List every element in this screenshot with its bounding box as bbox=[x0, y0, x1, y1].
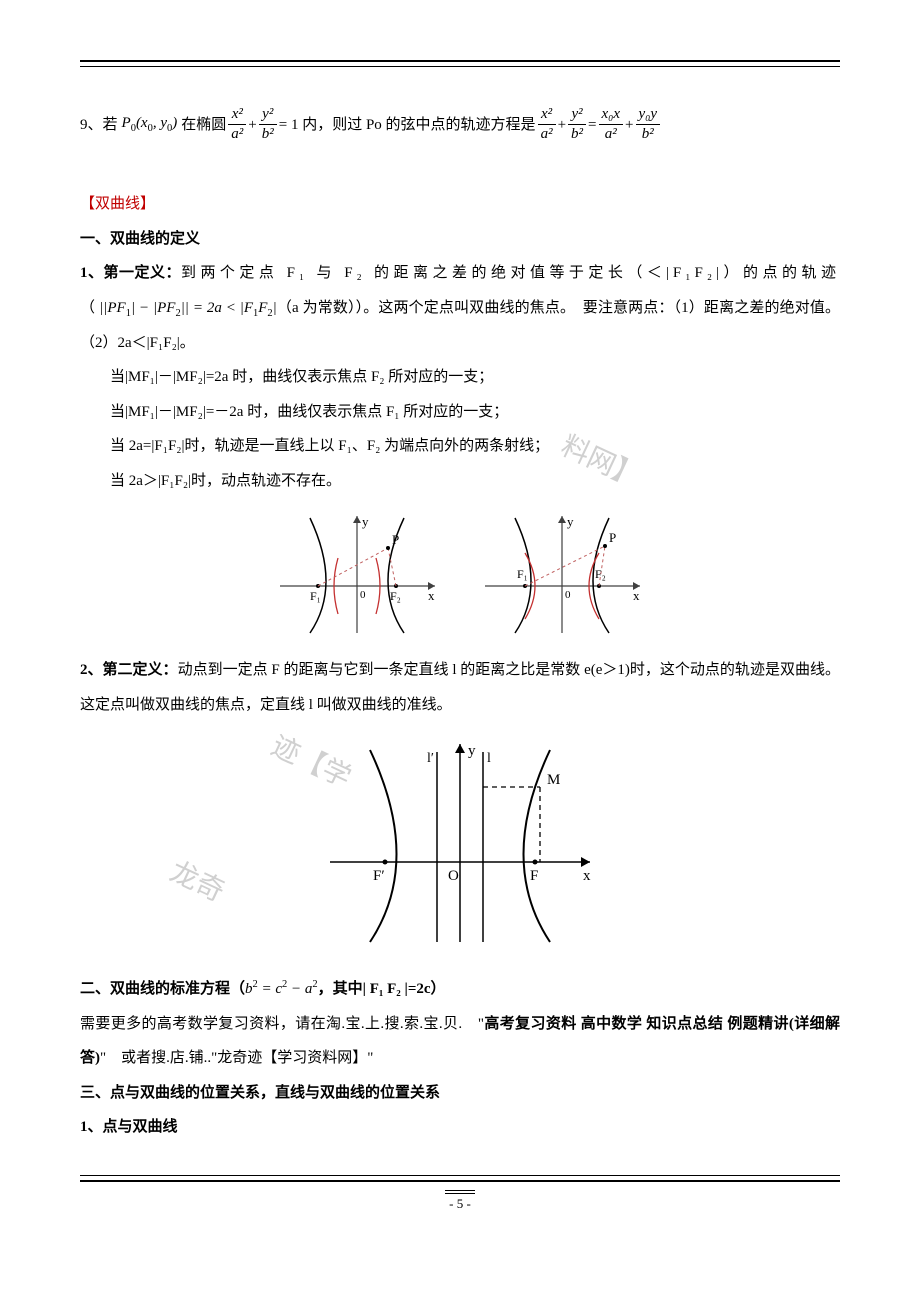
item-9-prefix: 9、若 bbox=[80, 116, 118, 134]
figure-directrix: y x l′ l M F′ F O bbox=[80, 732, 840, 952]
figure-row-1: y x P F₁ F₂ 0 y x P F₁ F₂ 0 bbox=[80, 508, 840, 638]
section-2-title: 二、双曲线的标准方程（b2 = c2 − a2，其中| F₁ F₂ |=2c） bbox=[80, 972, 840, 1007]
svg-text:x: x bbox=[428, 588, 435, 603]
def1-formula: ||PF1| − |PF2|| = 2a < |F1F2| bbox=[99, 300, 277, 316]
svg-text:x: x bbox=[633, 588, 640, 603]
svg-text:F₂: F₂ bbox=[595, 567, 606, 581]
frac-y0y: y₀yb² bbox=[636, 107, 661, 142]
section-1-title: 一、双曲线的定义 bbox=[80, 222, 840, 257]
plus: + bbox=[625, 116, 633, 134]
frac-x0x: x₀xa² bbox=[599, 107, 624, 142]
svg-text:y: y bbox=[567, 514, 574, 529]
plus: + bbox=[248, 116, 256, 134]
document-page: 9、若 P0(x0, y0) 在椭圆 x²a² + y²b² = 1 内，则过 … bbox=[0, 0, 920, 1302]
sec2-b: ，其中| F₁ F₂ |=2c） bbox=[318, 981, 446, 997]
t: = 1 内，则过 Po 的弦中点的轨迹方程是 bbox=[279, 116, 536, 134]
promo-line: 需要更多的高考数学复习资料，请在淘.宝.上.搜.索.宝.贝. "高考复习资料 高… bbox=[80, 1007, 840, 1076]
sec2-formula: b2 = c2 − a2 bbox=[245, 981, 318, 997]
svg-text:0: 0 bbox=[565, 589, 571, 601]
item-9: 9、若 P0(x0, y0) 在椭圆 x²a² + y²b² = 1 内，则过 … bbox=[80, 107, 840, 142]
svg-text:F₁: F₁ bbox=[310, 589, 321, 603]
svg-text:l′: l′ bbox=[427, 751, 434, 766]
svg-text:l: l bbox=[487, 751, 491, 766]
frac-x2a2: x²a² bbox=[228, 107, 246, 142]
frac-y2b2-2: y²b² bbox=[568, 107, 586, 142]
def2-body: 动点到一定点 F 的距离与它到一条定直线 l 的距离之比是常数 e(e＞1)时，… bbox=[80, 662, 840, 713]
promo-c: " 或者搜.店.铺.."龙奇迹【学习资料网】" bbox=[100, 1050, 373, 1066]
sec2-a: 二、双曲线的标准方程（ bbox=[80, 981, 245, 997]
svg-text:F: F bbox=[530, 868, 538, 884]
svg-text:P: P bbox=[392, 532, 399, 547]
case-2: 当|MF₁|－|MF₂|=－2a 时，曲线仅表示焦点 F₁ 所对应的一支； bbox=[80, 395, 840, 430]
def1-lead: 1、第一定义： bbox=[80, 265, 181, 281]
svg-text:0: 0 bbox=[360, 589, 366, 601]
case-3: 当 2a=|F₁F₂|时，轨迹是一直线上以 F₁、F₂ 为端点向外的两条射线； bbox=[80, 429, 840, 464]
definition-1: 1、第一定义：到两个定点 F₁ 与 F₂ 的距离之差的绝对值等于定长（＜|F₁F… bbox=[80, 256, 840, 360]
p0-point: P0(x0, y0) bbox=[122, 114, 178, 136]
top-rule bbox=[80, 60, 840, 67]
svg-text:M: M bbox=[547, 772, 560, 788]
svg-text:F₁: F₁ bbox=[517, 567, 528, 581]
promo-a: 需要更多的高考数学复习资料，请在淘.宝.上.搜.索.宝.贝. " bbox=[80, 1016, 484, 1032]
svg-text:F′: F′ bbox=[373, 868, 385, 884]
plus: + bbox=[558, 116, 566, 134]
hyperbola-header: 【双曲线】 bbox=[80, 187, 840, 222]
frac-x2a2-2: x²a² bbox=[538, 107, 556, 142]
svg-text:P: P bbox=[609, 530, 616, 545]
page-number-text: - 5 - bbox=[449, 1196, 471, 1211]
t: 在椭圆 bbox=[181, 116, 226, 134]
section-3-sub1: 1、点与双曲线 bbox=[80, 1110, 840, 1145]
svg-text:F₂: F₂ bbox=[390, 589, 401, 603]
section-3-title: 三、点与双曲线的位置关系，直线与双曲线的位置关系 bbox=[80, 1076, 840, 1111]
hyperbola-figure-2: y x P F₁ F₂ 0 bbox=[475, 508, 650, 638]
bottom-rule bbox=[80, 1175, 840, 1182]
svg-text:y: y bbox=[362, 514, 369, 529]
case-4: 当 2a＞|F₁F₂|时，动点轨迹不存在。 bbox=[80, 464, 840, 499]
frac-y2b2: y²b² bbox=[259, 107, 277, 142]
page-number: - 5 - bbox=[80, 1190, 840, 1212]
case-1: 当|MF₁|－|MF₂|=2a 时，曲线仅表示焦点 F₂ 所对应的一支； bbox=[80, 360, 840, 395]
svg-text:y: y bbox=[468, 743, 476, 759]
svg-text:O: O bbox=[448, 868, 459, 884]
def2-lead: 2、第二定义： bbox=[80, 662, 178, 678]
eq: = bbox=[588, 116, 596, 134]
svg-text:x: x bbox=[583, 868, 591, 884]
definition-2: 2、第二定义：动点到一定点 F 的距离与它到一条定直线 l 的距离之比是常数 e… bbox=[80, 653, 840, 722]
hyperbola-figure-1: y x P F₁ F₂ 0 bbox=[270, 508, 445, 638]
